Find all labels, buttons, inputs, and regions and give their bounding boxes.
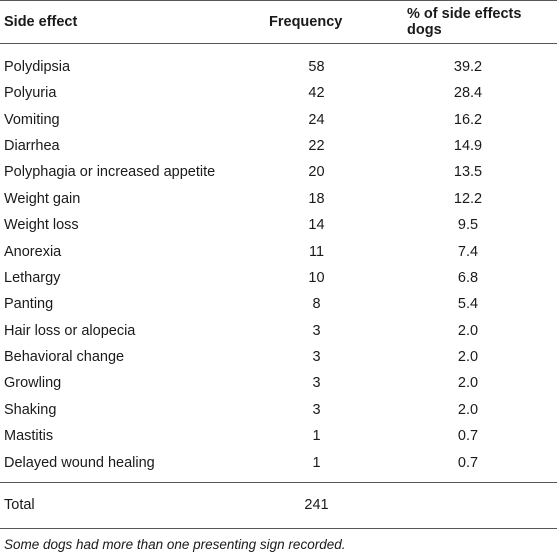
table-row: Panting 8 5.4	[0, 291, 557, 317]
table-row: Polydipsia 58 39.2	[0, 44, 557, 81]
table-row: Weight gain 18 12.2	[0, 186, 557, 212]
cell-side-effect: Growling	[4, 375, 62, 392]
total-frequency: 241	[304, 497, 329, 514]
cell-frequency: 18	[308, 190, 325, 207]
cell-frequency: 11	[308, 243, 325, 260]
cell-side-effect: Anorexia	[4, 243, 62, 260]
cell-side-effect: Behavioral change	[4, 349, 125, 366]
cell-side-effect: Polyuria	[4, 85, 57, 102]
cell-percent: 39.2	[453, 59, 483, 75]
cell-percent: 7.4	[457, 243, 479, 260]
table-body: Polydipsia 58 39.2 Polyuria 42 28.4 Vomiting 24…	[0, 44, 557, 483]
cell-side-effect: Hair loss or alopecia	[4, 322, 136, 339]
cell-frequency: 3	[312, 349, 321, 366]
header-side-effect: Side effect	[4, 14, 78, 30]
cell-frequency: 24	[308, 111, 325, 128]
table-row: Mastitis 1 0.7	[0, 423, 557, 449]
table-row: Growling 3 2.0	[0, 370, 557, 396]
cell-side-effect: Polyphagia or increased appetite	[4, 164, 216, 181]
cell-frequency: 20	[308, 164, 325, 181]
cell-frequency: 8	[312, 296, 321, 313]
cell-percent: 2.0	[457, 322, 479, 339]
cell-side-effect: Shaking	[4, 401, 57, 418]
cell-side-effect: Lethargy	[4, 269, 61, 286]
cell-side-effect: Vomiting	[4, 111, 60, 128]
cell-frequency: 22	[308, 137, 325, 154]
total-percent	[379, 482, 557, 528]
cell-frequency: 10	[308, 269, 325, 286]
cell-frequency: 1	[312, 454, 321, 471]
table-row: Weight loss 14 9.5	[0, 212, 557, 238]
cell-percent: 9.5	[457, 217, 479, 234]
cell-side-effect: Mastitis	[4, 428, 54, 445]
cell-percent: 13.5	[453, 164, 483, 181]
cell-percent: 2.0	[457, 349, 479, 366]
table-row: Shaking 3 2.0	[0, 397, 557, 423]
table-row: Anorexia 11 7.4	[0, 238, 557, 264]
cell-side-effect: Diarrhea	[4, 137, 60, 154]
cell-side-effect: Panting	[4, 296, 54, 313]
cell-frequency: 3	[312, 401, 321, 418]
cell-frequency: 42	[308, 85, 325, 102]
cell-frequency: 14	[308, 217, 325, 234]
cell-frequency: 3	[312, 375, 321, 392]
cell-percent: 0.7	[457, 428, 479, 445]
side-effects-table: Side effect Frequency % of side effects …	[0, 0, 557, 529]
cell-side-effect: Polydipsia	[4, 59, 71, 75]
cell-percent: 2.0	[457, 401, 479, 418]
table-row: Vomiting 24 16.2	[0, 106, 557, 132]
table-row: Delayed wound healing 1 0.7	[0, 449, 557, 482]
table-row: Behavioral change 3 2.0	[0, 344, 557, 370]
cell-percent: 16.2	[453, 111, 483, 128]
table-row: Hair loss or alopecia 3 2.0	[0, 318, 557, 344]
cell-frequency: 58	[308, 59, 325, 75]
cell-percent: 0.7	[457, 454, 479, 471]
header-frequency: Frequency	[269, 14, 343, 30]
cell-frequency: 3	[312, 322, 321, 339]
cell-percent: 14.9	[453, 137, 483, 154]
cell-side-effect: Delayed wound healing	[4, 454, 155, 471]
cell-percent: 6.8	[457, 269, 479, 286]
total-row: Total 241	[0, 482, 557, 529]
cell-percent: 12.2	[453, 190, 483, 207]
cell-frequency: 1	[312, 428, 321, 445]
cell-side-effect: Weight gain	[4, 190, 81, 207]
table-row: Lethargy 10 6.8	[0, 265, 557, 291]
cell-side-effect: Weight loss	[4, 217, 79, 234]
table-row: Diarrhea 22 14.9	[0, 133, 557, 159]
table-footnote: Some dogs had more than one presenting s…	[4, 536, 346, 552]
cell-percent: 2.0	[457, 375, 479, 392]
table-row: Polyphagia or increased appetite 20 13.5	[0, 159, 557, 185]
cell-percent: 5.4	[457, 296, 479, 313]
header-percent: % of side effects dogs	[407, 6, 522, 38]
table-row: Polyuria 42 28.4	[0, 80, 557, 106]
cell-percent: 28.4	[453, 85, 483, 102]
table-header-row: Side effect Frequency % of side effects …	[0, 0, 557, 44]
total-label: Total	[4, 497, 35, 514]
